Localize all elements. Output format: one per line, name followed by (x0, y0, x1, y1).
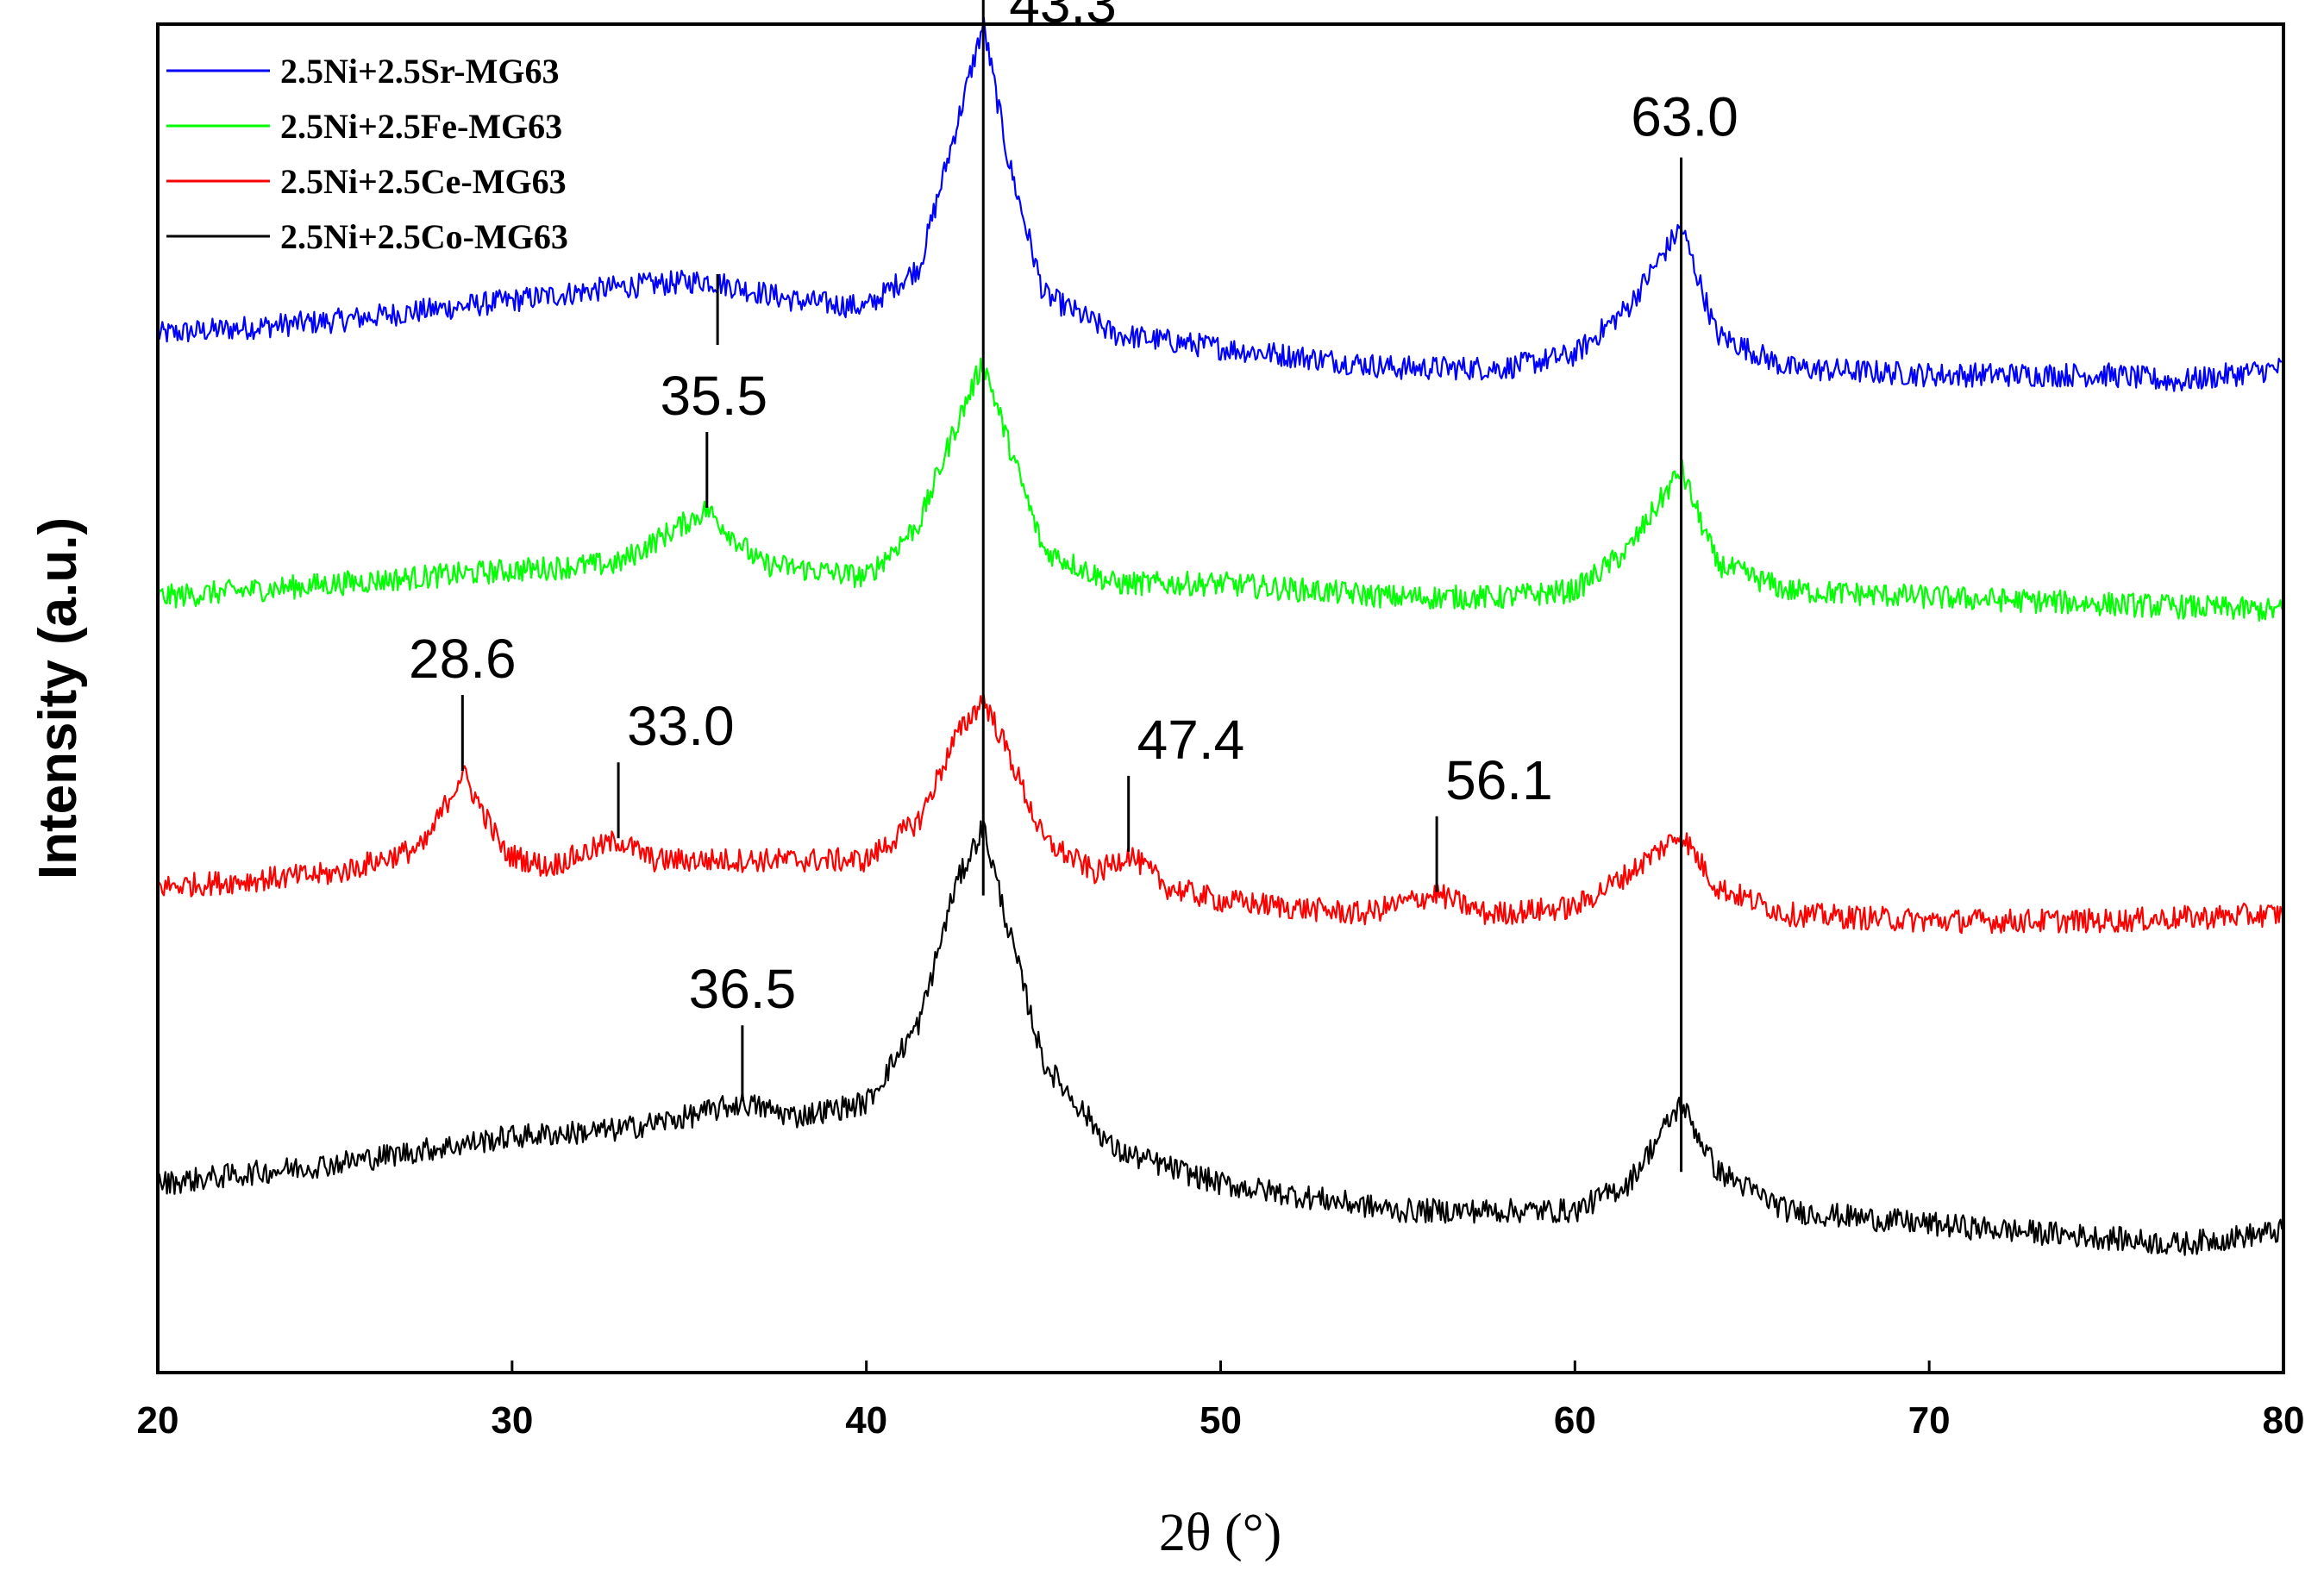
x-tick-label: 60 (1554, 1399, 1596, 1442)
x-tick-label: 20 (137, 1399, 179, 1442)
x-axis-label: 2θ (°) (1159, 1504, 1281, 1562)
x-tick-label: 50 (1200, 1399, 1242, 1442)
peak-label: 56.1 (1445, 749, 1553, 811)
peak-annotation-56-1: 56.1 (1435, 749, 1553, 892)
legend-item: 2.5Ni+2.5Ce-MG63 (166, 162, 567, 201)
y-axis-label: Intensity (a.u.) (28, 517, 88, 879)
peak-label: 43.3 (1009, 0, 1117, 34)
legend-label: 2.5Ni+2.5Fe-MG63 (280, 107, 562, 146)
peak-annotation-35-5: 35.5 (661, 365, 768, 509)
x-axis: 20 30 40 50 60 70 80 (137, 1361, 2305, 1442)
x-tick-label: 70 (1908, 1399, 1951, 1442)
peak-annotation-36-5: 36.5 (689, 958, 797, 1102)
peak-annotation-33-0: 33.0 (617, 695, 735, 839)
peak-label: 63.0 (1631, 86, 1738, 148)
legend-item: 2.5Ni+2.5Sr-MG63 (166, 52, 560, 91)
series-line-3 (157, 694, 2285, 935)
legend-item: 2.5Ni+2.5Co-MG63 (166, 217, 568, 256)
peak-label: 36.5 (689, 958, 797, 1020)
x-tick-label: 80 (2263, 1399, 2305, 1442)
x-tick-label: 40 (845, 1399, 887, 1442)
legend-item: 2.5Ni+2.5Fe-MG63 (166, 107, 562, 146)
series-line-2 (156, 357, 2284, 622)
peak-label: 33.0 (627, 695, 735, 757)
series-line-4 (156, 820, 2284, 1256)
peak-annotation-47-4: 47.4 (1127, 709, 1245, 852)
peak-annotation-63-0: 63.0 (1631, 86, 1738, 1173)
legend-label: 2.5Ni+2.5Ce-MG63 (280, 162, 567, 201)
series-line-1 (156, 16, 2284, 392)
peak-annotation-28-6: 28.6 (409, 628, 517, 772)
legend: 2.5Ni+2.5Sr-MG63 2.5Ni+2.5Fe-MG63 2.5Ni+2.… (166, 52, 568, 256)
peak-label: 28.6 (409, 628, 517, 690)
legend-label: 2.5Ni+2.5Co-MG63 (280, 217, 568, 256)
peak-label: 35.5 (661, 365, 768, 427)
x-tick-label: 30 (491, 1399, 533, 1442)
legend-label: 2.5Ni+2.5Sr-MG63 (280, 52, 560, 91)
plot-area: 43.3 63.0 35.5 28.6 33.0 47.4 56.1 36.5 (156, 0, 2285, 1256)
peak-label: 47.4 (1137, 709, 1245, 771)
peak-annotation-43-3: 43.3 (981, 0, 1117, 896)
